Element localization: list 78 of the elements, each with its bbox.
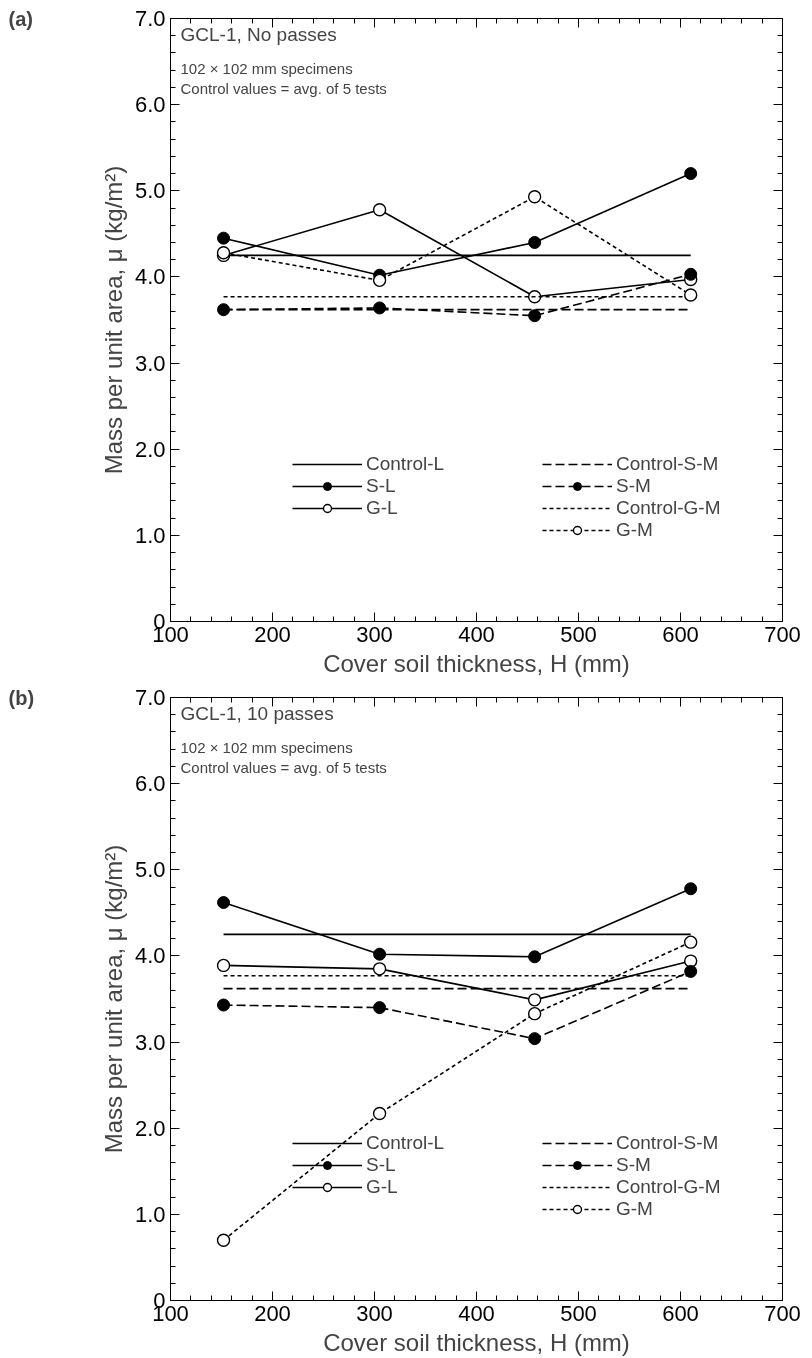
x-tick-label: 700: [764, 621, 801, 647]
y-tick-label: 4.0: [134, 943, 166, 969]
annotation: GCL-1, No passes: [180, 23, 337, 45]
point: [372, 1106, 387, 1121]
point: [373, 1001, 387, 1015]
y-tick-label: 4.0: [134, 264, 166, 290]
legend-label: Control-S-M: [616, 1132, 719, 1154]
y-tick-label: 5.0: [134, 178, 166, 204]
point: [528, 1032, 542, 1046]
point: [528, 309, 542, 323]
x-tick-label: 300: [356, 1300, 393, 1326]
legend-label: S-L: [366, 475, 396, 497]
legend-label: Control-G-M: [616, 497, 721, 519]
y-tick-label: 2.0: [134, 436, 166, 462]
legend-label: G-L: [366, 1176, 398, 1198]
x-tick-label: 400: [458, 1300, 495, 1326]
point: [372, 273, 387, 288]
annotation: Control values = avg. of 5 tests: [180, 79, 387, 97]
point: [217, 896, 231, 910]
x-axis-title: Cover soil thickness, H (mm): [323, 1328, 630, 1356]
point: [372, 203, 387, 217]
y-tick-label: 3.0: [134, 350, 166, 376]
point: [684, 288, 698, 302]
point: [216, 1233, 231, 1247]
annotation: Control values = avg. of 5 tests: [180, 758, 387, 776]
point: [217, 231, 231, 245]
annotation: 102 × 102 mm specimens: [180, 59, 353, 77]
y-tick-label: 7.0: [134, 6, 166, 31]
point: [216, 958, 231, 973]
point: [217, 303, 231, 317]
point: [217, 998, 231, 1012]
y-tick-label: 1.0: [134, 522, 166, 548]
point: [684, 882, 698, 896]
x-tick-label: 600: [662, 1300, 699, 1326]
x-tick-label: 500: [560, 621, 597, 647]
x-tick-label: 200: [254, 621, 291, 647]
x-tick-label: 700: [764, 1300, 801, 1326]
point: [528, 950, 542, 964]
point: [527, 1006, 542, 1021]
legend-label: Control-L: [366, 453, 445, 475]
legend-label: S-M: [616, 475, 651, 497]
y-tick-label: 6.0: [134, 771, 166, 797]
y-tick-label: 6.0: [134, 92, 166, 118]
point: [528, 235, 542, 249]
legend-label: G-L: [366, 497, 398, 519]
legend-label: Control-L: [366, 1132, 445, 1154]
legend-label: G-M: [616, 519, 653, 541]
legend-label: S-L: [366, 1154, 396, 1176]
point: [684, 267, 698, 281]
x-axis-title: Cover soil thickness, H (mm): [323, 649, 630, 677]
chart-title: (b): [8, 686, 35, 709]
y-tick-label: 1.0: [134, 1201, 166, 1227]
y-axis-title: Mass per unit area, μ (kg/m²): [99, 165, 127, 475]
point: [527, 190, 542, 204]
x-tick-label: 600: [662, 621, 699, 647]
point: [373, 301, 387, 315]
point: [373, 947, 387, 961]
point: [684, 935, 698, 949]
legend-label: Control-G-M: [616, 1176, 721, 1198]
point: [527, 993, 542, 1007]
x-tick-label: 300: [356, 621, 393, 647]
legend-label: Control-S-M: [616, 453, 719, 475]
y-tick-label: 2.0: [134, 1115, 166, 1141]
y-axis-title: Mass per unit area, μ (kg/m²): [99, 844, 127, 1154]
legend-label: S-M: [616, 1154, 651, 1176]
x-tick-label: 200: [254, 1300, 291, 1326]
point: [684, 964, 698, 978]
x-tick-label: 400: [458, 621, 495, 647]
legend-label: G-M: [616, 1198, 653, 1220]
point: [372, 962, 387, 976]
x-tick-label: 500: [560, 1300, 597, 1326]
chart-title: (a): [8, 7, 33, 30]
y-tick-label: 3.0: [134, 1029, 166, 1055]
annotation: GCL-1, 10 passes: [180, 702, 334, 724]
annotation: 102 × 102 mm specimens: [180, 738, 353, 756]
y-tick-label: 5.0: [134, 857, 166, 883]
point: [684, 167, 698, 181]
y-tick-label: 7.0: [134, 685, 166, 710]
